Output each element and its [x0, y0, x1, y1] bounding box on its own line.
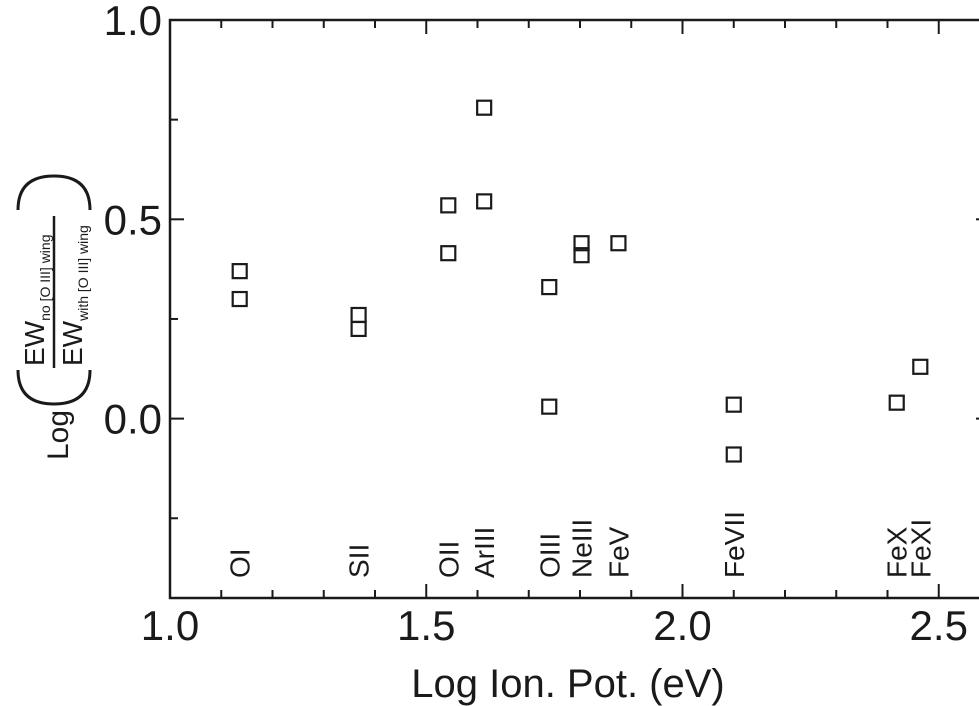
ion-label: OI — [225, 548, 256, 578]
y-axis-title-right-paren-lower — [53, 174, 92, 211]
y-axis-title-denominator-main: EW — [57, 320, 88, 366]
ion-label: OII — [433, 541, 464, 578]
data-point — [541, 278, 558, 296]
data-point — [610, 235, 627, 252]
ion-label: FeXI — [905, 519, 936, 578]
ion-label: OIII — [534, 533, 565, 578]
x-tick-label: 1.0 — [141, 602, 199, 649]
y-axis-title-left-paren — [16, 369, 55, 406]
ion-label: FeX — [882, 526, 913, 578]
data-point — [725, 396, 742, 413]
y-axis-title-right-paren — [16, 174, 55, 211]
y-axis-title-numerator-sub: no [O III] wing — [37, 235, 53, 321]
y-axis-title-numerator: EWno [O III] wing — [19, 235, 53, 366]
data-point — [231, 290, 248, 308]
data-point — [440, 197, 457, 214]
data-point — [541, 398, 558, 415]
data-point — [573, 235, 590, 252]
ion-label: SII — [344, 544, 375, 578]
x-tick-label: 1.5 — [397, 602, 455, 649]
y-axis-title-denominator: EWwith [O III] wing — [57, 225, 91, 366]
y-axis-title: Log EWno [O III] wing EWwith [O III] win… — [16, 174, 92, 460]
ion-label: ArIII — [469, 527, 500, 578]
ion-label: NeIII — [567, 519, 598, 578]
y-tick-label: 0.0 — [104, 396, 162, 443]
y-tick-label: 1.0 — [104, 0, 162, 44]
data-point — [888, 394, 905, 411]
x-tick-label: 2.5 — [910, 602, 968, 649]
y-tick-label: 0.5 — [104, 196, 162, 243]
data-point — [350, 306, 367, 324]
y-axis-title-denominator-sub: with [O III] wing — [75, 225, 91, 322]
data-point — [573, 247, 590, 264]
y-axis-title-prefix: Log — [42, 410, 75, 460]
x-axis-title: Log Ion. Pot. (eV) — [411, 662, 725, 706]
data-point — [231, 263, 248, 280]
data-point — [350, 320, 367, 338]
data-point — [476, 193, 493, 210]
plot-frame — [168, 18, 979, 600]
data-point — [912, 358, 929, 375]
y-axis-title-numerator-main: EW — [19, 320, 50, 366]
data-point — [476, 99, 493, 116]
data-point — [440, 245, 457, 262]
x-tick-label: 2.0 — [653, 602, 711, 649]
y-axis-title-left-paren-lower — [53, 369, 92, 406]
ion-label: FeV — [603, 526, 634, 578]
ion-label: FeVII — [719, 511, 750, 578]
data-point — [725, 446, 742, 463]
